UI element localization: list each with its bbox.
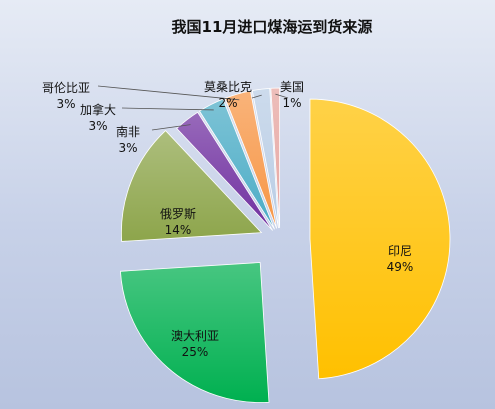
slice-labels: 印尼 49% 澳大利亚 25% 俄罗斯 14% 南非 3% 加拿大 3% 哥伦比亚 3% 莫桑比克 2% 美… bbox=[42, 80, 413, 359]
slice-label-name: 南非 bbox=[116, 124, 140, 139]
pie-slice-2 bbox=[121, 130, 263, 242]
leader-line-7 bbox=[275, 93, 289, 99]
pie-slice-0 bbox=[309, 98, 451, 380]
slice-label-percent: 2% bbox=[218, 96, 237, 110]
slice-label-percent: 3% bbox=[88, 119, 107, 133]
slice-label-percent: 3% bbox=[118, 141, 137, 155]
pie-slice-highlight bbox=[225, 90, 277, 229]
leader-line-3 bbox=[151, 124, 191, 131]
leader-line-5 bbox=[97, 85, 240, 101]
slice-label-name: 印尼 bbox=[388, 244, 412, 258]
slice-label-percent: 49% bbox=[387, 260, 414, 274]
pie-slice-highlight bbox=[199, 99, 275, 230]
slice-label-percent: 25% bbox=[182, 345, 209, 359]
pie-slice-highlight bbox=[120, 262, 269, 403]
slice-label-name: 加拿大 bbox=[80, 102, 116, 117]
leader-line-6 bbox=[251, 94, 262, 99]
slice-label-percent: 14% bbox=[165, 223, 192, 237]
pie-slice-6 bbox=[251, 87, 279, 229]
pie-slice-highlight bbox=[121, 130, 262, 242]
slice-label-name: 俄罗斯 bbox=[160, 207, 196, 221]
pie-slice-7 bbox=[270, 87, 281, 229]
leader-lines bbox=[97, 85, 289, 131]
slice-label-name: 哥伦比亚 bbox=[42, 80, 90, 95]
pie-slice-highlight bbox=[309, 99, 450, 379]
leader-line-4 bbox=[121, 107, 214, 111]
pie-slice-highlight bbox=[176, 112, 273, 231]
pie-slice-highlight bbox=[252, 88, 279, 229]
slice-label-name: 莫桑比克 bbox=[204, 80, 252, 94]
slice-label-name: 澳大利亚 bbox=[171, 329, 219, 343]
pie-slice-highlight bbox=[270, 88, 280, 229]
slices-layer bbox=[120, 87, 451, 403]
slice-label-percent: 3% bbox=[56, 97, 75, 111]
pie-slice-3 bbox=[176, 111, 273, 231]
pie-slice-4 bbox=[198, 98, 275, 230]
slice-label-name: 美国 bbox=[280, 80, 304, 94]
chart-title: 我国11月进口煤海运到货来源 bbox=[172, 18, 373, 36]
slice-label-percent: 1% bbox=[282, 96, 301, 110]
pie-slice-1 bbox=[120, 262, 270, 403]
